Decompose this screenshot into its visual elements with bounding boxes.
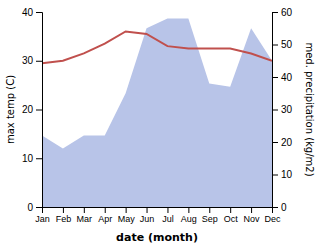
y-tick-mark bbox=[36, 12, 42, 13]
y-tick-label: 30 bbox=[22, 55, 34, 66]
y2-tick-mark bbox=[272, 175, 278, 176]
x-tick: Aug bbox=[181, 207, 197, 224]
x-tick-label: Jun bbox=[140, 214, 155, 224]
x-tick: Apr bbox=[98, 207, 112, 224]
x-tick-label: Apr bbox=[98, 214, 112, 224]
y-tick-mark bbox=[36, 110, 42, 111]
y2-tick-label: 20 bbox=[281, 137, 293, 148]
marks bbox=[42, 19, 272, 208]
x-tick: Nov bbox=[244, 207, 261, 224]
x-tick: Dec bbox=[264, 207, 281, 224]
y2-tick-mark bbox=[272, 142, 278, 143]
x-tick-mark bbox=[105, 207, 106, 213]
y-tick-label: 0 bbox=[27, 202, 33, 213]
y-tick: 30 bbox=[22, 55, 42, 66]
y2-tick: 50 bbox=[272, 39, 293, 50]
y2-tick: 40 bbox=[272, 72, 293, 83]
y2-tick: 30 bbox=[272, 104, 293, 115]
x-tick-label: Mar bbox=[77, 214, 93, 224]
y-tick-label: 40 bbox=[22, 7, 34, 18]
y2-tick: 10 bbox=[272, 169, 293, 180]
x-tick-label: Sep bbox=[202, 214, 218, 224]
y2-tick: 0 bbox=[272, 202, 287, 213]
y-axis-line bbox=[36, 13, 43, 208]
y-tick: 10 bbox=[22, 153, 42, 164]
x-tick-label: Oct bbox=[224, 214, 239, 224]
y-tick: 0 bbox=[27, 202, 42, 213]
y2-tick: 20 bbox=[272, 137, 293, 148]
x-axis-title: date (month) bbox=[116, 231, 198, 244]
y-tick: 20 bbox=[22, 104, 42, 115]
y2-tick-label: 40 bbox=[281, 72, 293, 83]
x-tick: May bbox=[118, 207, 136, 224]
x-tick-mark bbox=[230, 207, 231, 213]
y2-tick-label: 50 bbox=[281, 39, 293, 50]
y2-tick-label: 0 bbox=[281, 202, 287, 213]
y-tick-mark bbox=[36, 158, 42, 159]
y2-tick-label: 30 bbox=[281, 104, 293, 115]
x-tick-label: Jan bbox=[35, 214, 50, 224]
chart: JanFebMarAprMayJunJulAugSepOctNovDec0102… bbox=[0, 0, 318, 247]
x-tick: Feb bbox=[56, 207, 72, 224]
y-axis: 0 10 20 30 40 bbox=[22, 7, 43, 213]
x-tick-mark bbox=[251, 207, 252, 213]
y2-tick-label: 60 bbox=[281, 7, 293, 18]
y2-axis-title: med. precipitation (kg/m2) bbox=[304, 42, 315, 176]
x-tick-mark bbox=[63, 207, 64, 213]
y2-tick-mark bbox=[272, 207, 278, 208]
y-tick-mark bbox=[36, 61, 42, 62]
y-tick-mark bbox=[36, 207, 42, 208]
x-tick: Oct bbox=[224, 207, 239, 224]
y-tick: 40 bbox=[22, 7, 42, 18]
y2-axis: 0 10 20 30 40 50 60 bbox=[272, 7, 293, 213]
x-tick-mark bbox=[188, 207, 189, 213]
x-tick-label: Nov bbox=[244, 214, 261, 224]
y2-tick-label: 10 bbox=[281, 169, 293, 180]
y2-axis-line bbox=[273, 13, 279, 208]
x-axis: Jan Feb Mar Apr May Jun Jul Aug Sep Oct NovDec bbox=[35, 207, 281, 224]
x-tick: Jul bbox=[162, 207, 174, 224]
x-tick: Jun bbox=[140, 207, 155, 224]
x-tick-label: Jul bbox=[162, 214, 174, 224]
y2-tick: 60 bbox=[272, 7, 293, 18]
x-tick-mark bbox=[209, 207, 210, 213]
y2-tick-mark bbox=[272, 12, 278, 13]
x-tick-label: Aug bbox=[181, 214, 197, 224]
x-tick-mark bbox=[126, 207, 127, 213]
plot: JanFebMarAprMayJunJulAugSepOctNovDec0102… bbox=[22, 7, 293, 225]
x-tick: Mar bbox=[77, 207, 93, 224]
x-tick-label: Feb bbox=[56, 214, 72, 224]
x-axis-line bbox=[43, 208, 273, 214]
y2-tick-mark bbox=[272, 77, 278, 78]
x-tick: Jan bbox=[35, 207, 50, 224]
y-tick-label: 10 bbox=[22, 153, 34, 164]
x-tick-mark bbox=[147, 207, 148, 213]
x-tick: Sep bbox=[202, 207, 218, 224]
y2-tick-mark bbox=[272, 45, 278, 46]
line bbox=[42, 32, 272, 64]
y2-tick-mark bbox=[272, 110, 278, 111]
x-tick-mark bbox=[167, 207, 168, 213]
x-tick-label: Dec bbox=[264, 214, 281, 224]
x-tick-label: May bbox=[118, 214, 136, 224]
y-tick-label: 20 bbox=[22, 104, 34, 115]
y-axis-title: max temp (C) bbox=[5, 75, 16, 144]
x-tick-mark bbox=[84, 207, 85, 213]
area bbox=[42, 19, 272, 208]
